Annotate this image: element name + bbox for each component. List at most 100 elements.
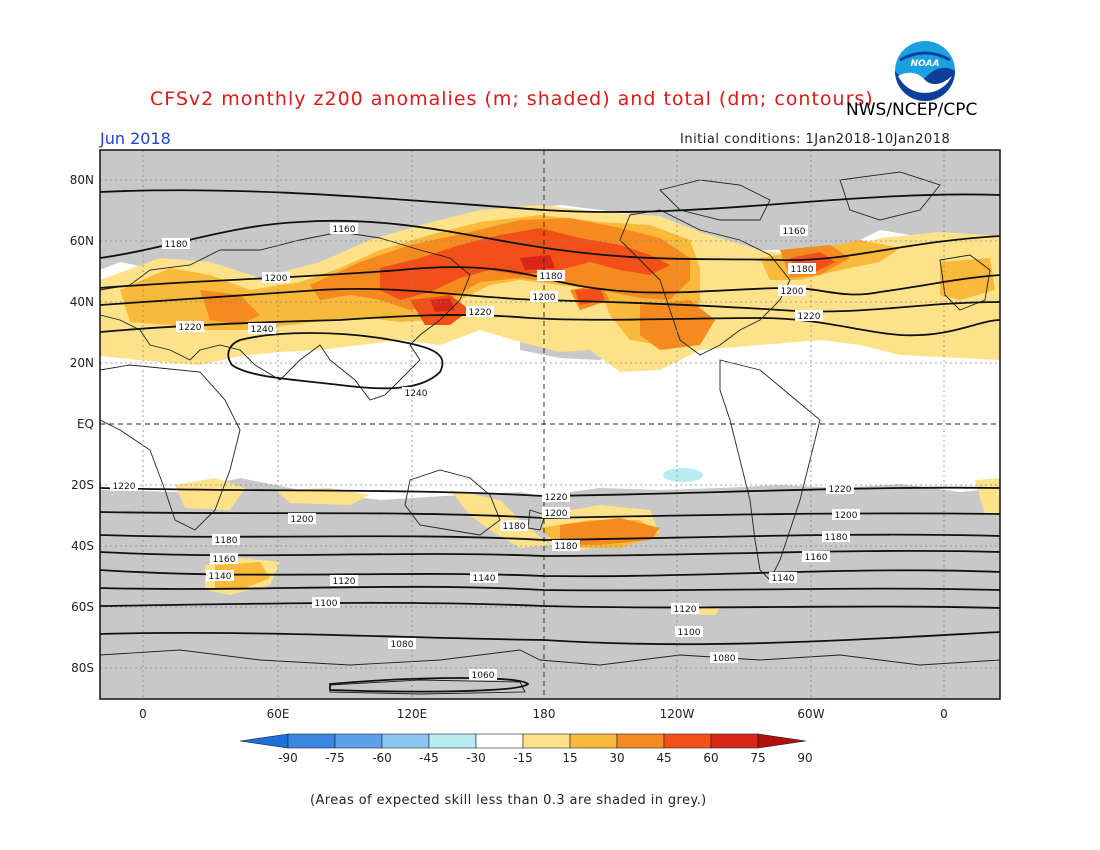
- contour-label: 1200: [545, 509, 568, 519]
- lat-label: 20N: [69, 356, 94, 370]
- colorbar-label: -60: [372, 751, 392, 765]
- contour-label: 1080: [391, 640, 414, 650]
- contour-label-bg: [671, 603, 699, 614]
- lat-label: 40N: [69, 295, 94, 309]
- colorbar-swatch: [428, 733, 477, 749]
- contour-label-bg: [212, 534, 240, 545]
- contour-labels: 1160 1180 1200 1220 1240 1160 1180 1200 1220 1180…: [110, 223, 860, 681]
- colorbar-swatch: [522, 733, 571, 749]
- equator-dateline: [100, 150, 1000, 699]
- colorbar-swatch: [381, 733, 430, 749]
- contour-label: 1220: [179, 323, 202, 333]
- colorbar-label: 60: [703, 751, 719, 765]
- colorbar-swatch: [663, 733, 712, 749]
- contour-label: 1200: [835, 511, 858, 521]
- contour-label-bg: [832, 509, 860, 520]
- contour-label: 1200: [265, 274, 288, 284]
- contour-label: 1160: [805, 553, 828, 563]
- lon-label: 180: [532, 707, 556, 721]
- contour-label-bg: [206, 570, 234, 581]
- contour-label: 1060: [472, 671, 495, 681]
- contour-label: 1200: [291, 515, 314, 525]
- lat-label: 20S: [71, 478, 94, 492]
- contour-label: 1160: [213, 555, 236, 565]
- contour-label: 1180: [791, 265, 814, 275]
- contour-label-bg: [542, 491, 570, 502]
- lon-label: 120E: [396, 707, 428, 721]
- contour-label-bg: [470, 572, 498, 583]
- lat-label: 40S: [71, 539, 94, 553]
- contour-label: 1220: [113, 482, 136, 492]
- contour-label-bg: [769, 572, 797, 583]
- contour-label-bg: [802, 551, 830, 562]
- colorbar-max-arrow: [757, 733, 807, 749]
- contour-label: 1140: [473, 574, 496, 584]
- contour-label-bg: [288, 513, 316, 524]
- contour-label: 1100: [315, 599, 338, 609]
- contour-label: 1120: [333, 577, 356, 587]
- lat-label: 60S: [71, 600, 94, 614]
- contour-label: 1180: [215, 536, 238, 546]
- contour-label-bg: [388, 638, 416, 649]
- contour-label: 1240: [405, 389, 428, 399]
- contour-label-bg: [330, 223, 358, 234]
- contour-label: 1080: [713, 654, 736, 664]
- initial-conditions: Initial conditions: 1Jan2018-10Jan2018: [680, 132, 951, 147]
- contour-label-bg: [552, 540, 580, 551]
- contour-label: 1200: [781, 287, 804, 297]
- contour-label: 1240: [251, 325, 274, 335]
- contour-label: 1200: [533, 293, 556, 303]
- colorbar-label: 15: [562, 751, 578, 765]
- lon-label: 60E: [266, 707, 290, 721]
- contour-label: 1160: [783, 227, 806, 237]
- contour-label: 1160: [333, 225, 356, 235]
- contour-label-bg: [530, 291, 558, 302]
- contour-label-bg: [675, 626, 703, 637]
- coastlines: [100, 171, 1000, 695]
- contour-label-bg: [795, 310, 823, 321]
- lon-label: 120W: [659, 707, 695, 721]
- colorbar-swatch: [334, 733, 383, 749]
- colorbar-label: 30: [609, 751, 625, 765]
- contour-label-bg: [210, 553, 238, 564]
- lat-label: 80N: [69, 173, 94, 187]
- contour-label: 1140: [209, 572, 232, 582]
- forecast-month: Jun 2018: [100, 129, 171, 148]
- contour-label: 1180: [555, 542, 578, 552]
- noaa-logo: NOAA: [894, 40, 956, 102]
- contour-label-bg: [710, 652, 738, 663]
- colorbar-swatch: [475, 733, 524, 749]
- height-contours: [100, 189, 1000, 693]
- contour-label-bg: [162, 238, 190, 249]
- contour-label-bg: [402, 387, 430, 398]
- lon-label: 60W: [797, 707, 825, 721]
- lon-label: 0: [139, 707, 147, 721]
- colorbar-label: -75: [325, 751, 345, 765]
- contour-label: 1140: [772, 574, 795, 584]
- colorbar-label: 90: [797, 751, 813, 765]
- logo-text: NOAA: [910, 59, 940, 69]
- contour-label-bg: [262, 272, 290, 283]
- contour-label: 1180: [165, 240, 188, 250]
- noaa-emblem-icon: [895, 41, 955, 101]
- anomaly-75-90: [430, 255, 555, 312]
- lat-label: EQ: [76, 417, 94, 431]
- colorbar-min-arrow: [239, 733, 289, 749]
- contour-label-bg: [176, 321, 204, 332]
- lat-label: 80S: [71, 661, 94, 675]
- contour-label: 1220: [829, 485, 852, 495]
- colorbar-swatch: [710, 733, 759, 749]
- contour-label: 1220: [469, 308, 492, 318]
- colorbar-label: 45: [656, 751, 672, 765]
- contour-label-bg: [826, 483, 854, 494]
- contour-label-bg: [330, 575, 358, 586]
- contour-label-bg: [110, 480, 138, 491]
- lat-label: 60N: [69, 234, 94, 248]
- map-title: CFSv2 monthly z200 anomalies (m; shaded)…: [150, 88, 874, 110]
- contour-label-bg: [542, 507, 570, 518]
- colorbar: [239, 733, 807, 749]
- contour-label: 1100: [678, 628, 701, 638]
- contour-label-bg: [822, 531, 850, 542]
- contour-label: 1220: [798, 312, 821, 322]
